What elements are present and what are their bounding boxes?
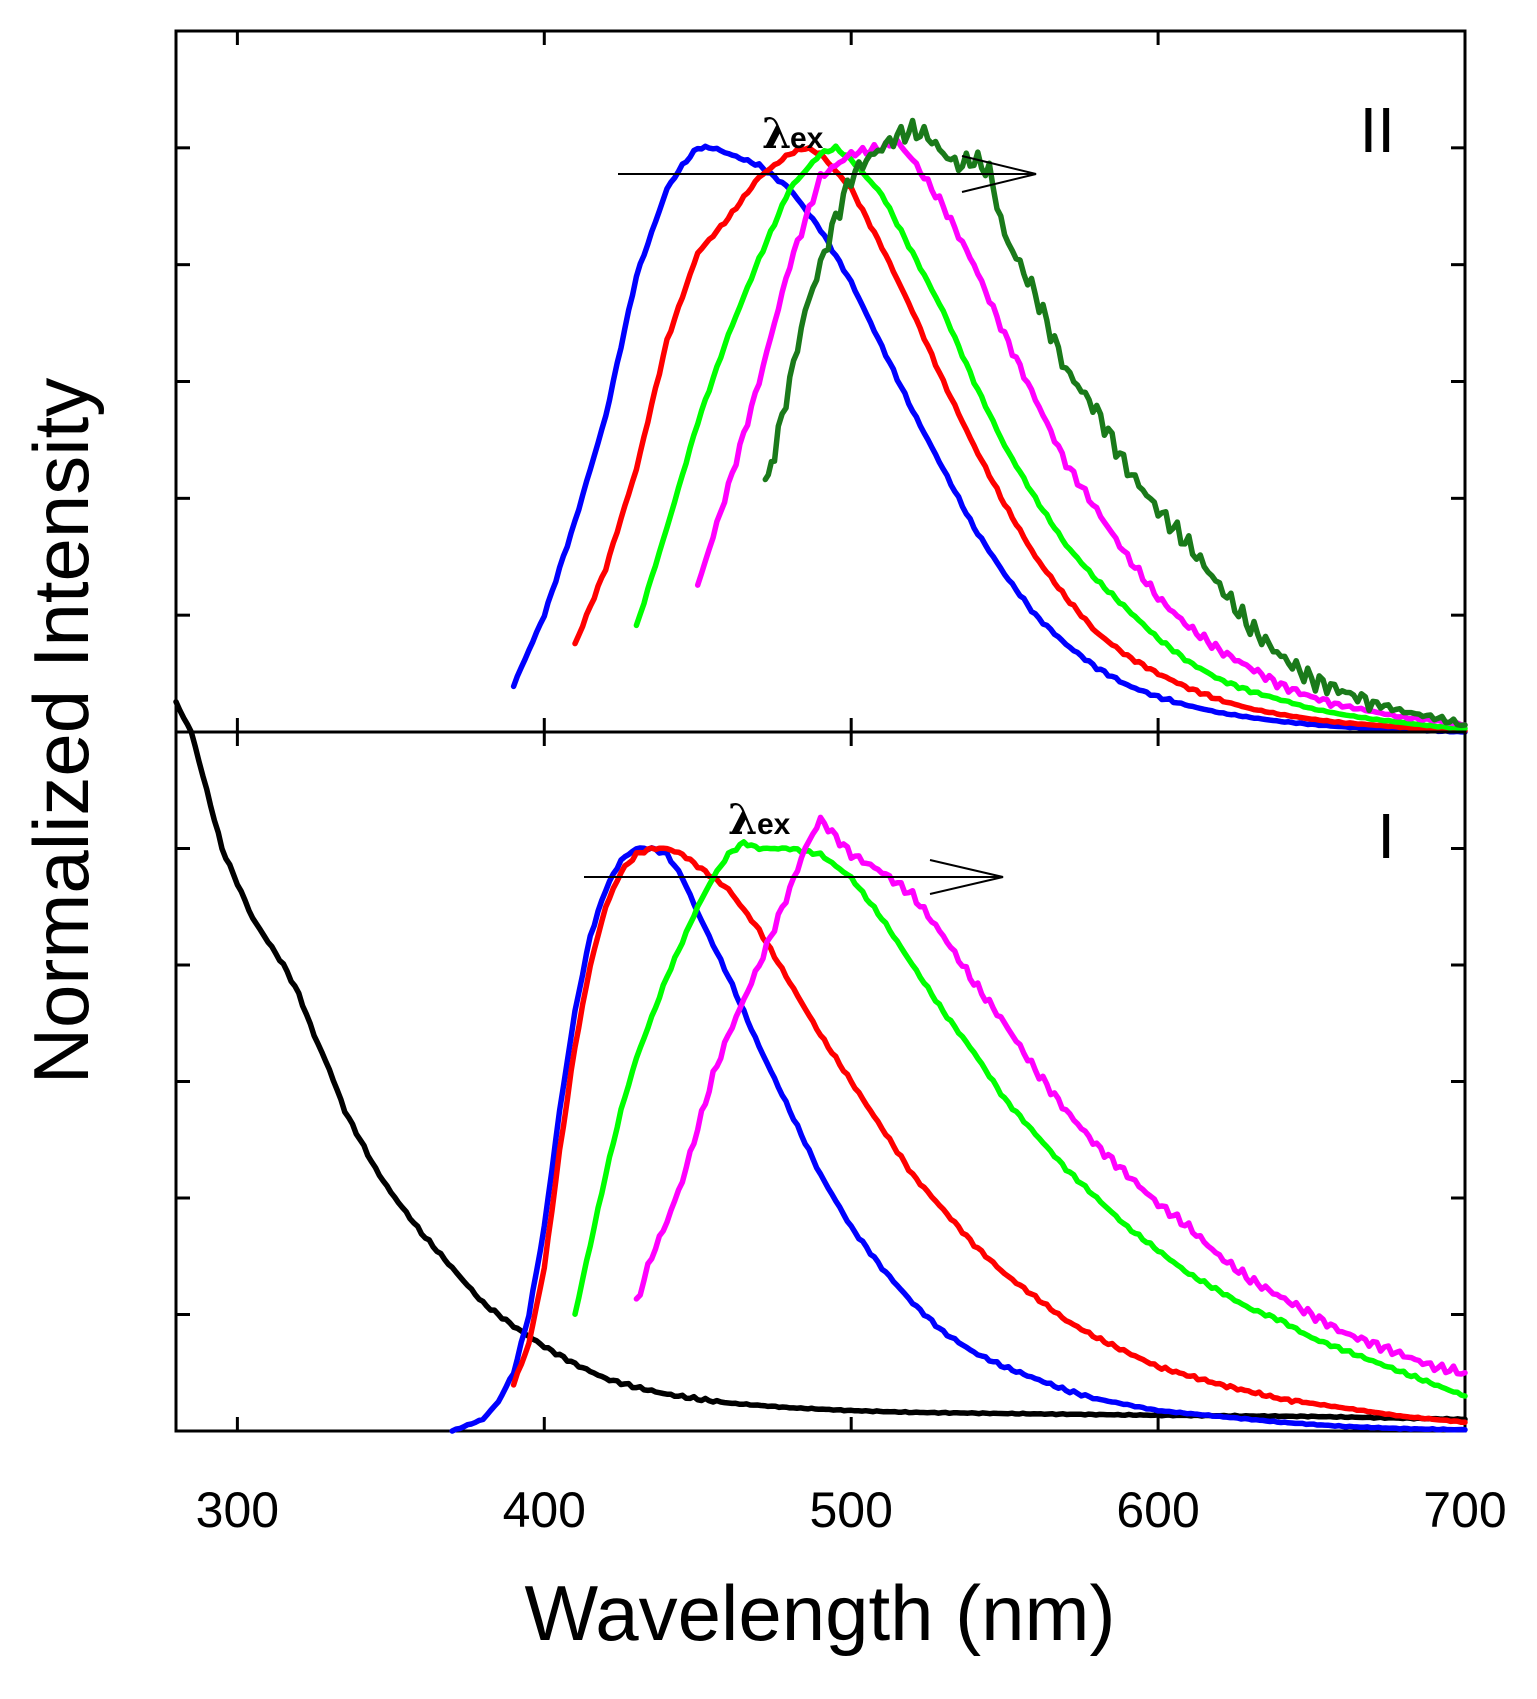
panel-ii: II λ ex bbox=[174, 29, 1468, 735]
panel-i-lambda-sub: ex bbox=[757, 808, 791, 841]
panel-i-series-blue bbox=[449, 845, 1468, 1434]
panel-i-lambda: λ bbox=[728, 795, 757, 844]
panel-i-excitation-arrow: λ ex bbox=[584, 795, 1004, 895]
panel-ii-series-blue bbox=[510, 143, 1468, 735]
panel-ii-series-green bbox=[633, 143, 1468, 732]
x-tick-labels: 300 400 500 600 700 bbox=[196, 1482, 1507, 1538]
x-tick-label: 400 bbox=[503, 1482, 586, 1538]
panel-ii-series-dark-green bbox=[762, 117, 1468, 729]
y-axis-title: Normalized Intensity bbox=[17, 378, 105, 1085]
panel-i-series-green bbox=[572, 839, 1468, 1399]
panel-i-series-magenta bbox=[633, 814, 1468, 1377]
panel-i-label: I bbox=[1377, 800, 1395, 872]
panel-i-series bbox=[173, 699, 1468, 1434]
x-axis-title: Wavelength (nm) bbox=[525, 1569, 1116, 1657]
panel-ii-series-red bbox=[572, 145, 1468, 734]
panel-ii-arrow-head bbox=[961, 155, 1037, 193]
panel-i-series-red bbox=[510, 845, 1468, 1426]
panel-ii-label: II bbox=[1359, 94, 1395, 166]
panel-ii-lambda-sub: ex bbox=[790, 122, 824, 155]
x-tick-label: 500 bbox=[809, 1482, 892, 1538]
panel-ii-excitation-arrow: λ ex bbox=[618, 109, 1037, 193]
panel-i: I λ ex bbox=[173, 699, 1468, 1434]
x-tick-label: 300 bbox=[196, 1482, 279, 1538]
x-tick-label: 700 bbox=[1423, 1482, 1506, 1538]
panel-i-arrow-head bbox=[929, 859, 1004, 895]
x-tick-label: 600 bbox=[1116, 1482, 1199, 1538]
panel-i-series-black bbox=[173, 699, 1468, 1423]
panel-ii-lambda: λ bbox=[762, 109, 791, 158]
